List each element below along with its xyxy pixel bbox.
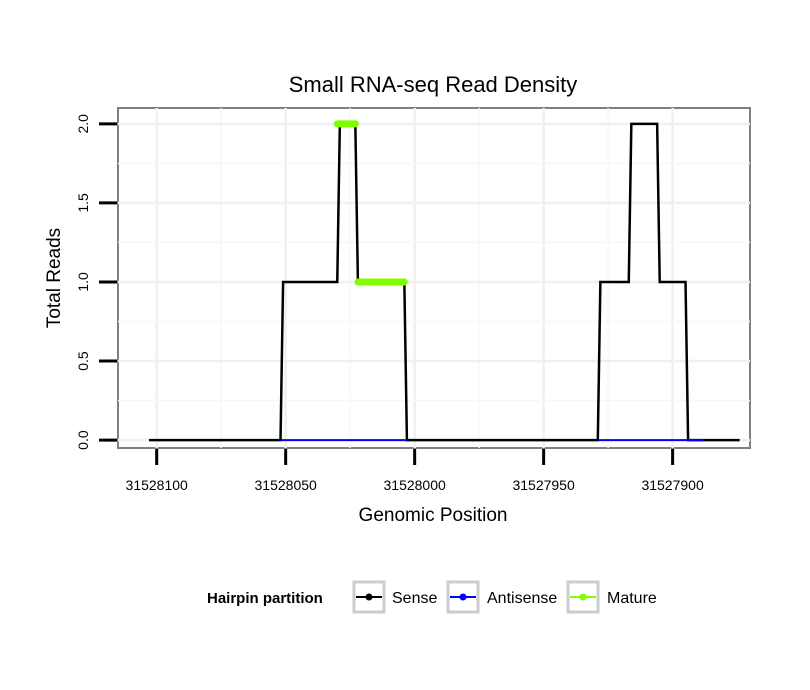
y-tick-label: 1.0	[75, 272, 91, 292]
legend-label-antisense: Antisense	[487, 590, 557, 607]
axes: 31528100 31528050 31528000 31527950 31527900…	[75, 114, 704, 493]
x-tick-label: 31527950	[512, 477, 575, 493]
legend-item-antisense: Antisense	[446, 580, 557, 614]
y-axis-label: Total Reads	[44, 228, 65, 328]
chart-title: Small RNA-seq Read Density	[289, 72, 578, 97]
x-tick-label: 31527900	[641, 477, 704, 493]
legend-item-mature: Mature	[566, 580, 657, 614]
legend-title: Hairpin partition	[207, 590, 323, 607]
x-tick-label: 31528050	[255, 477, 318, 493]
legend-dot-mature	[579, 593, 587, 601]
series-layer	[148, 120, 740, 442]
legend-item-sense: Sense	[352, 580, 437, 614]
x-axis-label: Genomic Position	[359, 505, 508, 526]
grid-lines	[118, 108, 750, 448]
legend: Hairpin partition Sense Antisense Mature	[207, 580, 657, 614]
x-tick-label: 31528100	[126, 477, 189, 493]
y-tick-label: 0.5	[75, 351, 91, 371]
legend-dot-antisense	[459, 593, 467, 601]
legend-dot-sense	[365, 593, 373, 601]
x-tick-label: 31528000	[384, 477, 447, 493]
y-tick-label: 2.0	[75, 114, 91, 134]
plot-panel	[117, 107, 751, 449]
legend-label-mature: Mature	[607, 590, 657, 607]
y-tick-label: 1.5	[75, 193, 91, 213]
y-tick-label: 0.0	[75, 430, 91, 450]
series-sense-line	[148, 122, 740, 442]
legend-label-sense: Sense	[392, 590, 437, 607]
